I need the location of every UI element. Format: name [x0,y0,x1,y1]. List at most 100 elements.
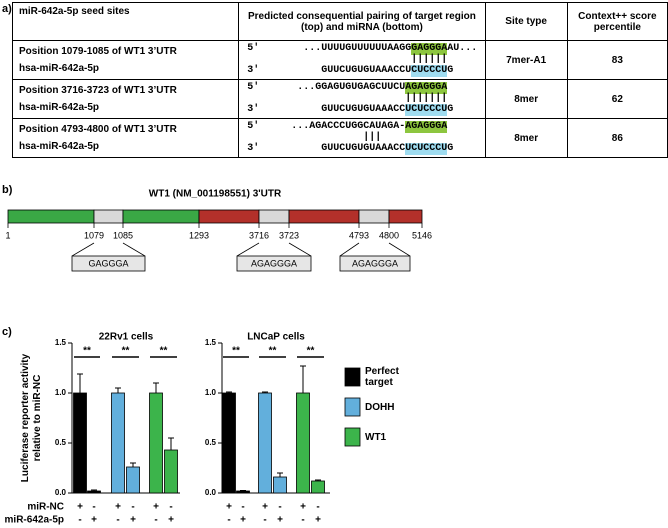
utr-segment [7,209,95,224]
y-axis-label: Luciferase reporter activity relative to… [20,353,43,483]
sequence-line: 5' ...UUUUGUUUUUUAAGG GAGGGA AU... [239,43,484,55]
chart-title: LNCaP cells [247,332,305,343]
bar [149,392,163,494]
position-label: 5146 [412,230,432,240]
pairing-cell: 5' ...GGAGUGUGAGCUUCU AGAGGGA ||||||| 3' GUUC… [238,79,486,119]
error-bar [130,462,136,467]
site-cell: Position 3716-3723 of WT1 3’UTR hsa-miR-6… [11,79,240,119]
position-label: 1293 [189,230,209,240]
strand-end: 3' [247,65,260,76]
site-sequence: AGAGGGA [251,258,297,268]
seed-table: miR-642a-5p seed sites Predicted consequ… [11,2,668,158]
x-row-label: - [78,515,81,526]
legend-label: Perfect target [365,366,399,388]
x-row-label: - [169,502,172,513]
bar [236,490,250,494]
x-row-label: + [115,502,121,513]
x-row-label: + [315,515,321,526]
error-bar [91,489,97,491]
position-label: 3716 [249,230,269,240]
site-position: Position 3716-3723 of WT1 3’UTR [19,85,177,96]
y-tick-label: 0.0 [205,488,217,497]
error-bar [153,382,159,393]
sequence-after: G [447,143,454,154]
chart-title: 22Rv1 cells [99,332,154,343]
legend-label: WT1 [365,432,387,443]
error-bar [315,479,321,481]
bar [126,466,140,494]
sequence-before: ...AGACCCUGGCAUAGA- [291,121,406,132]
significance-label: ** [307,346,315,357]
sequence-before: GUUCUGUGUAAACC [321,143,406,154]
site-type: 8mer [484,79,568,119]
pairing-line: ||| [239,132,484,144]
significance-label: ** [232,346,240,357]
utr-segment [258,209,290,224]
seed-sequence: GAGGGA [411,43,448,55]
x-row-label: - [131,502,134,513]
bar [164,449,178,494]
x-row-label: - [154,515,157,526]
strand-end: 5' [247,82,260,93]
mirna-name: hsa-miR-642a-5p [19,102,100,113]
error-bar [115,387,121,393]
utr-segment [288,209,360,224]
error-bar [240,490,246,491]
strand-end: 5' [247,121,260,132]
sequence-before: GUUCUGUGUAAACCU [321,65,412,76]
legend-swatch [344,427,361,447]
bar [311,480,325,494]
error-bar [262,391,268,393]
x-row-label: - [263,515,266,526]
sequence-after: G [447,65,454,76]
legend-swatch [344,397,361,417]
y-tick-label: 0.5 [55,438,67,447]
site-sequence: AGAGGGA [352,258,398,268]
legend-label: DOHH [365,402,395,413]
x-row-label: - [301,515,304,526]
site-cell: Position 1079-1085 of WT1 3’UTR hsa-miR-6… [11,40,240,80]
x-row-label: + [91,515,97,526]
pairing-line: |||||| [239,54,484,66]
x-row-label: + [277,515,283,526]
pairing-cell: 5' ...UUUUGUUUUUUAAGG GAGGGA AU... |||||| 3' G… [238,40,486,80]
utr-segment [388,209,423,224]
x-row-name: miR-642a-5p [5,515,64,526]
base-pairs: |||||| [411,54,448,65]
bar [296,392,310,494]
header-cell: Predicted consequential pairing of targe… [238,2,486,41]
table-row: Position 3716-3723 of WT1 3’UTR hsa-miR-6… [11,79,668,119]
x-row-label: + [240,515,246,526]
strand-end: 3' [247,143,260,154]
callout [339,242,411,257]
mirna-name: hsa-miR-642a-5p [19,63,100,74]
panel-label: a) [2,3,12,15]
bar [222,392,236,494]
x-row-label: - [241,502,244,513]
significance-label: ** [269,346,277,357]
y-tick-label: 1.5 [205,338,217,347]
position-label: 1 [5,230,10,240]
y-tick-label: 1.0 [205,388,217,397]
percentile: 86 [566,118,668,158]
panel-label: c) [2,326,12,338]
sequence-before: GUUCUGUGUAAACC [321,104,406,115]
error-bar [168,437,174,450]
sequence-line: 5' ...GGAGUGUGAGCUUCU AGAGGGA [239,82,484,94]
strand-end: 5' [247,43,260,54]
site-box [236,255,312,272]
significance-label: ** [122,346,130,357]
seed-sequence: AGAGGGA [405,82,448,94]
sequence-before: ...GGAGUGUGAGCUUCU [297,82,406,93]
y-tick-label: 0.5 [205,438,217,447]
table-body: Position 1079-1085 of WT1 3’UTR hsa-miR-6… [11,40,668,158]
sequence-line: 5' ...AGACCCUGGCAUAGA- AGAGGGA [239,121,484,133]
seed-sequence: UCUCCCU [405,104,448,116]
x-row-label: + [262,502,268,513]
error-bar [226,391,232,393]
site-cell: Position 4793-4800 of WT1 3’UTR hsa-miR-6… [11,118,240,158]
